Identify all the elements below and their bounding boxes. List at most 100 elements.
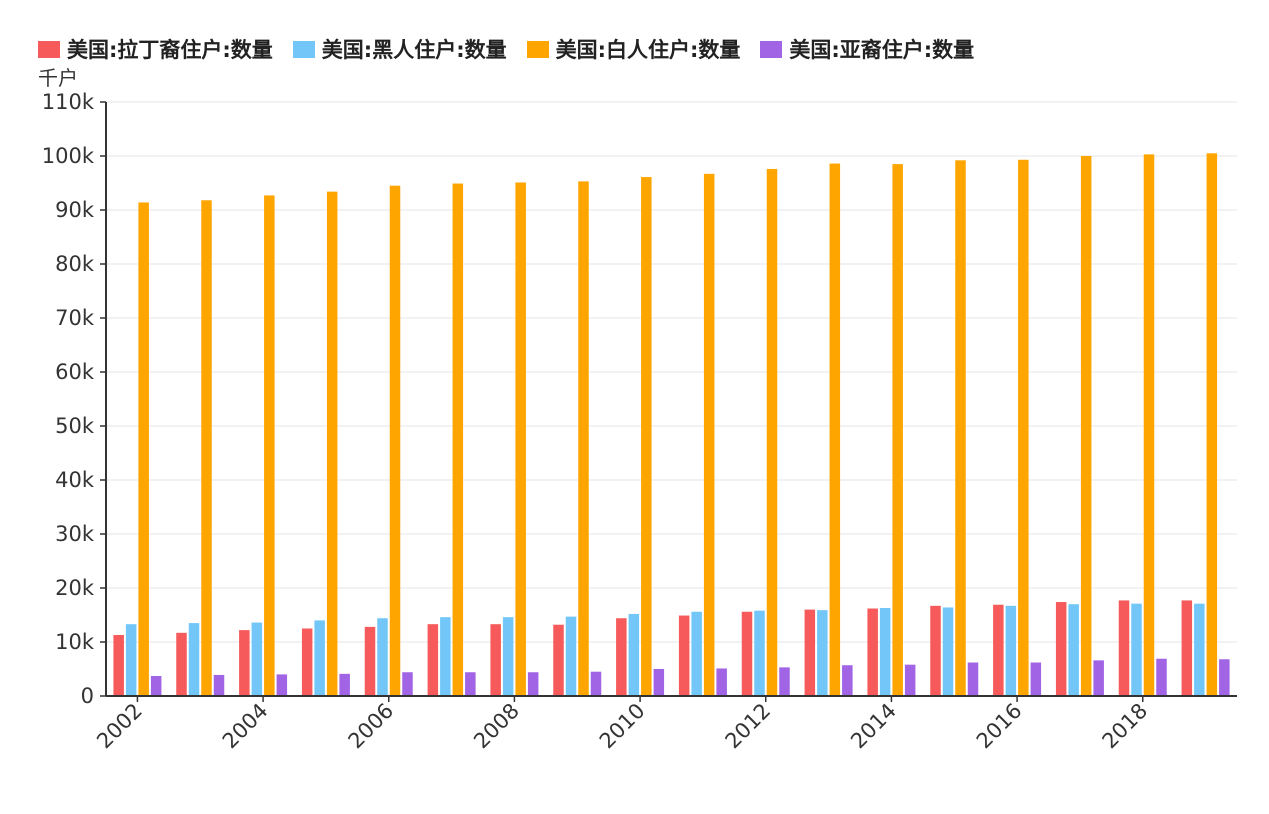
bar-white [641, 177, 652, 696]
bar-black [879, 607, 891, 696]
bar-asian [653, 669, 665, 696]
bar-latino [176, 632, 187, 696]
x-tick-label: 2018 [1098, 699, 1153, 754]
y-tick-label: 30k [55, 522, 95, 546]
x-tick-label: 2016 [972, 699, 1027, 754]
bar-white [389, 185, 401, 696]
legend-swatch-latino [38, 40, 60, 58]
bar-white [326, 191, 338, 696]
bar-latino [239, 630, 250, 696]
bar-asian [1093, 660, 1104, 696]
bar-black [125, 624, 137, 696]
x-tick-label: 2014 [846, 699, 901, 754]
bar-latino [867, 608, 878, 696]
legend-label-white: 美国:白人住户:数量 [555, 38, 741, 62]
y-tick-label: 50k [55, 414, 95, 438]
y-tick-label: 0 [81, 684, 94, 708]
bar-asian [1219, 659, 1230, 696]
bar-asian [967, 662, 979, 696]
y-tick-label: 100k [42, 144, 95, 168]
bar-white [1080, 156, 1092, 696]
bar-latino [930, 605, 941, 696]
bar-black [628, 613, 640, 696]
legend-label-asian: 美国:亚裔住户:数量 [789, 38, 975, 62]
bar-asian [904, 664, 916, 696]
bar-asian [402, 672, 413, 696]
bar-white [1206, 153, 1218, 697]
chart-legend: 美国:拉丁裔住户:数量 美国:黑人住户:数量 美国:白人住户:数量 美国:亚裔住… [38, 34, 994, 64]
legend-item-black[interactable]: 美国:黑人住户:数量 [292, 34, 507, 64]
bar-white [766, 168, 778, 696]
bar-asian [339, 673, 350, 696]
bar-latino [113, 634, 124, 696]
bar-asian [590, 671, 602, 696]
legend-swatch-black [292, 40, 315, 58]
bar-white [1143, 154, 1155, 696]
legend-swatch-asian [760, 40, 783, 58]
bar-asian [213, 674, 225, 696]
legend-item-white[interactable]: 美国:白人住户:数量 [526, 34, 741, 64]
bar-black [1131, 603, 1142, 696]
bar-asian [1030, 662, 1042, 696]
legend-swatch-white [526, 40, 549, 58]
y-tick-label: 90k [55, 198, 95, 222]
x-tick-label: 2010 [595, 699, 650, 754]
bar-latino [364, 626, 376, 696]
legend-item-latino[interactable]: 美国:拉丁裔住户:数量 [38, 34, 273, 64]
y-tick-label: 60k [55, 360, 95, 384]
y-axis-unit-label: 千户 [38, 66, 78, 90]
bar-latino [804, 609, 816, 696]
bar-black [942, 607, 954, 696]
bar-latino [1181, 600, 1193, 696]
bar-white [138, 202, 149, 696]
x-tick-label: 2002 [92, 699, 147, 754]
bar-white [515, 182, 526, 696]
bar-white [955, 160, 966, 696]
bar-black [502, 617, 514, 696]
x-tick-label: 2004 [218, 699, 273, 754]
bar-black [817, 610, 828, 696]
bar-black [565, 616, 577, 696]
legend-label-black: 美国:黑人住户:数量 [321, 38, 507, 62]
bar-latino [678, 615, 690, 696]
y-tick-label: 80k [55, 252, 95, 276]
bar-asian [465, 672, 476, 696]
bar-asian [276, 674, 288, 696]
bar-black [754, 610, 765, 696]
bar-asian [716, 668, 727, 696]
bar-black [1068, 604, 1079, 696]
bar-asian [527, 672, 539, 696]
bar-latino [1118, 600, 1130, 696]
y-tick-label: 110k [42, 90, 95, 114]
bar-white [1018, 159, 1029, 696]
bar-latino [301, 628, 313, 696]
bar-black [440, 617, 451, 696]
bar-latino [553, 624, 564, 696]
y-tick-label: 40k [55, 468, 95, 492]
bar-latino [490, 624, 501, 696]
bar-latino [1055, 602, 1067, 696]
bar-latino [616, 618, 627, 696]
y-tick-label: 10k [55, 630, 95, 654]
bar-white [703, 173, 715, 696]
legend-item-asian[interactable]: 美国:亚裔住户:数量 [760, 34, 974, 64]
y-tick-label: 20k [55, 576, 95, 600]
x-tick-label: 2012 [721, 699, 776, 754]
bar-black [1005, 605, 1017, 696]
bar-white [201, 200, 212, 696]
legend-label-latino: 美国:拉丁裔住户:数量 [67, 38, 273, 62]
x-tick-label: 2006 [344, 699, 399, 754]
bar-latino [427, 624, 439, 696]
bar-white [892, 164, 903, 697]
bar-asian [842, 665, 853, 696]
bar-black [314, 620, 325, 696]
bar-latino [741, 611, 753, 696]
bar-white [578, 181, 589, 696]
bar-black [377, 618, 388, 696]
x-tick-label: 2008 [469, 699, 524, 754]
bar-black [1194, 603, 1205, 696]
bar-black [691, 611, 702, 696]
bar-asian [150, 676, 162, 696]
bar-black [251, 622, 263, 696]
